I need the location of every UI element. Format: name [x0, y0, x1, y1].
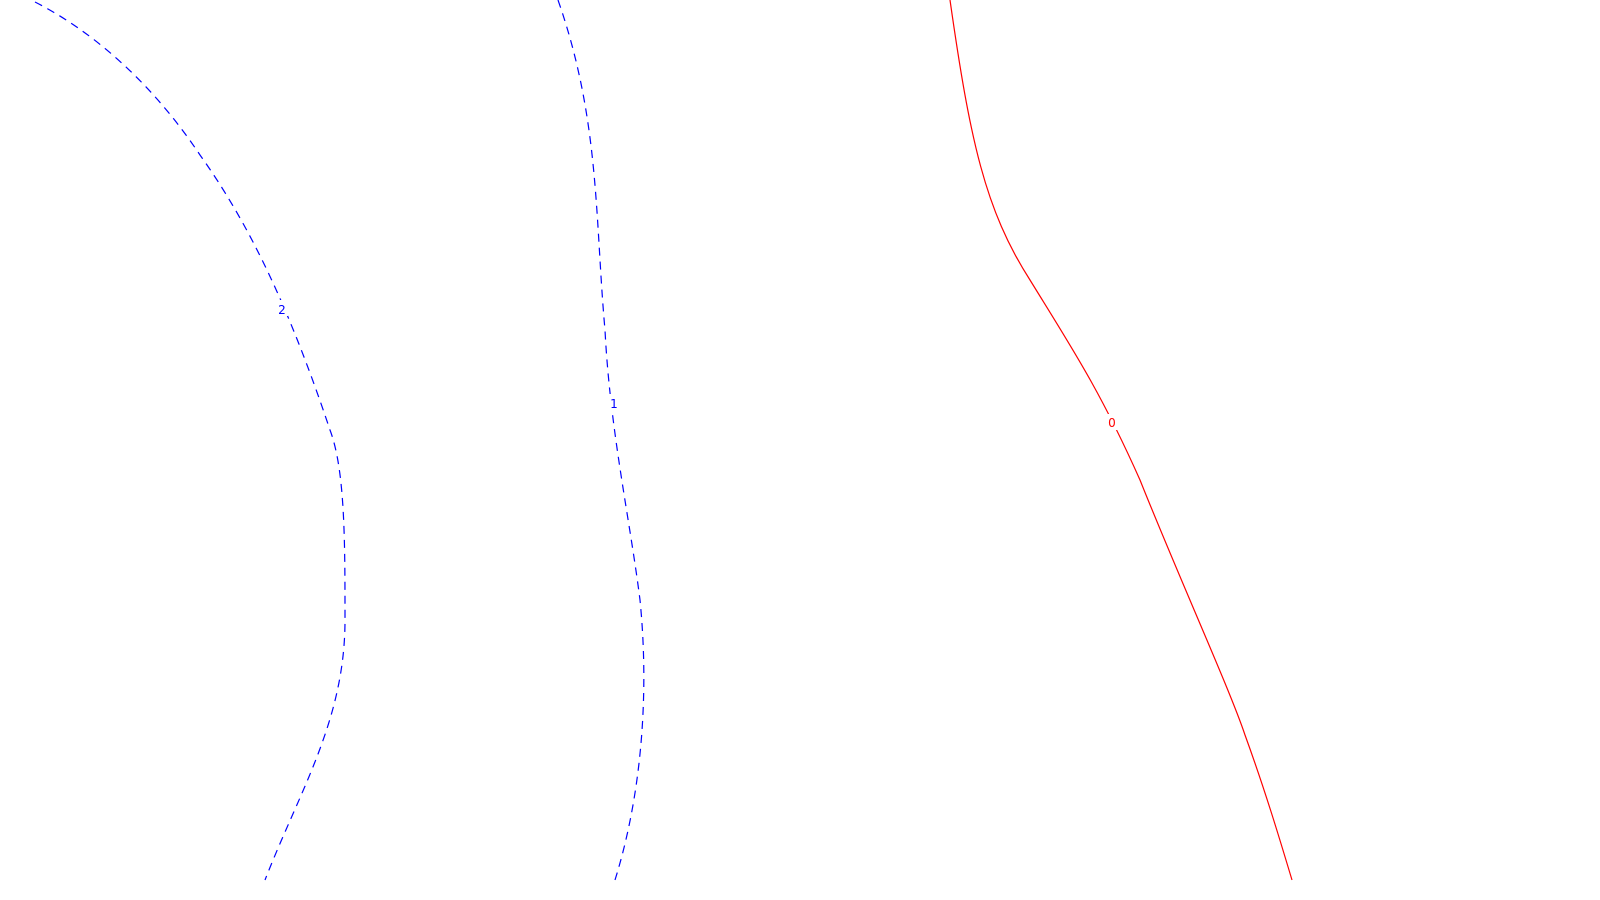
contour-line-0	[949, 0, 1293, 881]
contour-label-0: 0	[1108, 416, 1116, 430]
contour-label-1: 1	[610, 397, 618, 411]
contour-label-2: 2	[278, 303, 286, 317]
contour-label-bg-0	[1106, 414, 1118, 430]
contour-line-2	[34, 1, 346, 881]
contour-line-1	[557, 0, 645, 881]
contour-label-bg-1	[608, 394, 620, 410]
contour-label-bg-2	[276, 300, 288, 316]
